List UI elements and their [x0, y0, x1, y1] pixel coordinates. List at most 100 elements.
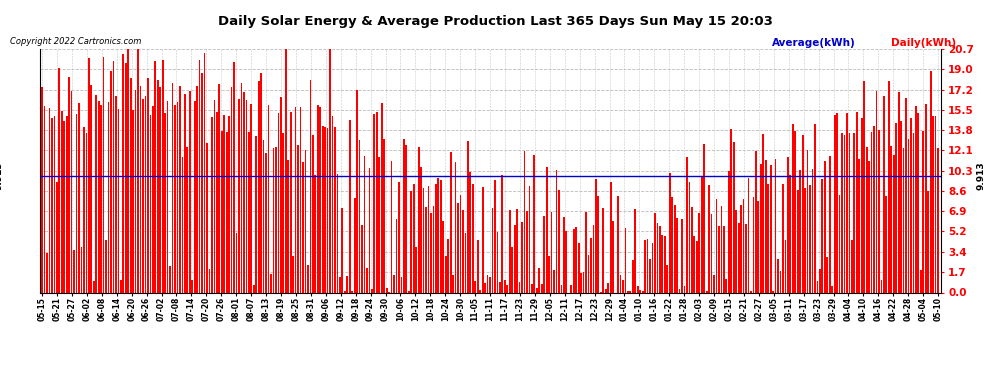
Bar	[51, 118, 52, 292]
Bar	[219, 84, 220, 292]
Bar	[794, 131, 796, 292]
Bar	[627, 291, 629, 292]
Bar	[229, 116, 230, 292]
Bar	[721, 206, 723, 292]
Bar	[332, 116, 334, 292]
Bar	[888, 81, 890, 292]
Bar	[789, 175, 791, 292]
Bar	[171, 83, 173, 292]
Bar	[856, 112, 857, 292]
Bar	[58, 68, 60, 292]
Bar	[918, 114, 919, 292]
Bar	[120, 280, 122, 292]
Bar	[797, 190, 799, 292]
Bar	[755, 152, 756, 292]
Bar	[418, 147, 420, 292]
Bar	[555, 170, 557, 292]
Bar	[903, 147, 905, 292]
Bar	[199, 60, 200, 292]
Bar	[782, 184, 784, 292]
Bar	[135, 90, 137, 292]
Bar	[315, 175, 316, 292]
Bar	[863, 81, 865, 292]
Bar	[893, 155, 895, 292]
Bar	[435, 184, 437, 292]
Bar	[603, 208, 604, 292]
Bar	[635, 209, 637, 292]
Bar	[674, 205, 675, 292]
Bar	[858, 159, 860, 292]
Bar	[664, 236, 665, 292]
Bar	[651, 243, 653, 292]
Bar	[482, 187, 483, 292]
Bar	[305, 150, 306, 292]
Bar	[143, 99, 144, 292]
Bar	[866, 147, 867, 292]
Bar	[78, 103, 80, 292]
Bar	[398, 182, 400, 292]
Bar	[196, 86, 198, 292]
Bar	[646, 239, 648, 292]
Bar	[477, 240, 478, 292]
Bar	[736, 210, 738, 292]
Bar	[128, 49, 129, 292]
Bar	[632, 260, 634, 292]
Bar	[822, 178, 824, 292]
Bar	[622, 280, 624, 292]
Bar	[396, 219, 397, 292]
Bar	[875, 92, 877, 292]
Bar	[612, 221, 614, 292]
Bar	[44, 106, 46, 292]
Bar	[718, 226, 720, 292]
Bar	[644, 240, 646, 292]
Bar	[125, 63, 127, 292]
Bar	[752, 198, 754, 292]
Bar	[236, 232, 238, 292]
Bar	[504, 280, 506, 292]
Bar	[322, 126, 324, 292]
Bar	[452, 275, 454, 292]
Bar	[898, 92, 900, 292]
Bar	[595, 179, 597, 292]
Bar	[539, 268, 541, 292]
Bar	[848, 133, 850, 292]
Bar	[445, 256, 446, 292]
Bar	[386, 288, 387, 292]
Bar	[938, 148, 939, 292]
Bar	[819, 269, 821, 292]
Bar	[250, 104, 252, 292]
Bar	[479, 290, 481, 292]
Bar	[181, 158, 183, 292]
Bar	[265, 153, 267, 292]
Bar	[358, 140, 360, 292]
Bar	[767, 184, 769, 292]
Bar	[447, 239, 449, 292]
Bar	[221, 131, 223, 292]
Bar	[661, 235, 663, 292]
Bar	[243, 92, 245, 292]
Bar	[371, 288, 373, 292]
Bar	[474, 281, 476, 292]
Bar	[334, 127, 336, 292]
Bar	[373, 114, 375, 292]
Bar	[642, 291, 644, 292]
Bar	[834, 115, 836, 292]
Bar	[777, 259, 779, 292]
Bar	[558, 190, 559, 292]
Bar	[913, 133, 915, 292]
Bar	[762, 134, 764, 292]
Bar	[140, 86, 142, 292]
Bar	[696, 241, 698, 292]
Bar	[890, 146, 892, 292]
Bar	[381, 103, 382, 292]
Bar	[738, 223, 740, 292]
Text: Average(kWh): Average(kWh)	[772, 38, 856, 48]
Bar	[544, 216, 545, 292]
Bar	[770, 165, 771, 292]
Bar	[248, 132, 249, 292]
Bar	[186, 147, 188, 292]
Bar	[534, 155, 536, 292]
Bar	[290, 112, 291, 292]
Bar	[297, 145, 299, 292]
Bar	[829, 156, 831, 292]
